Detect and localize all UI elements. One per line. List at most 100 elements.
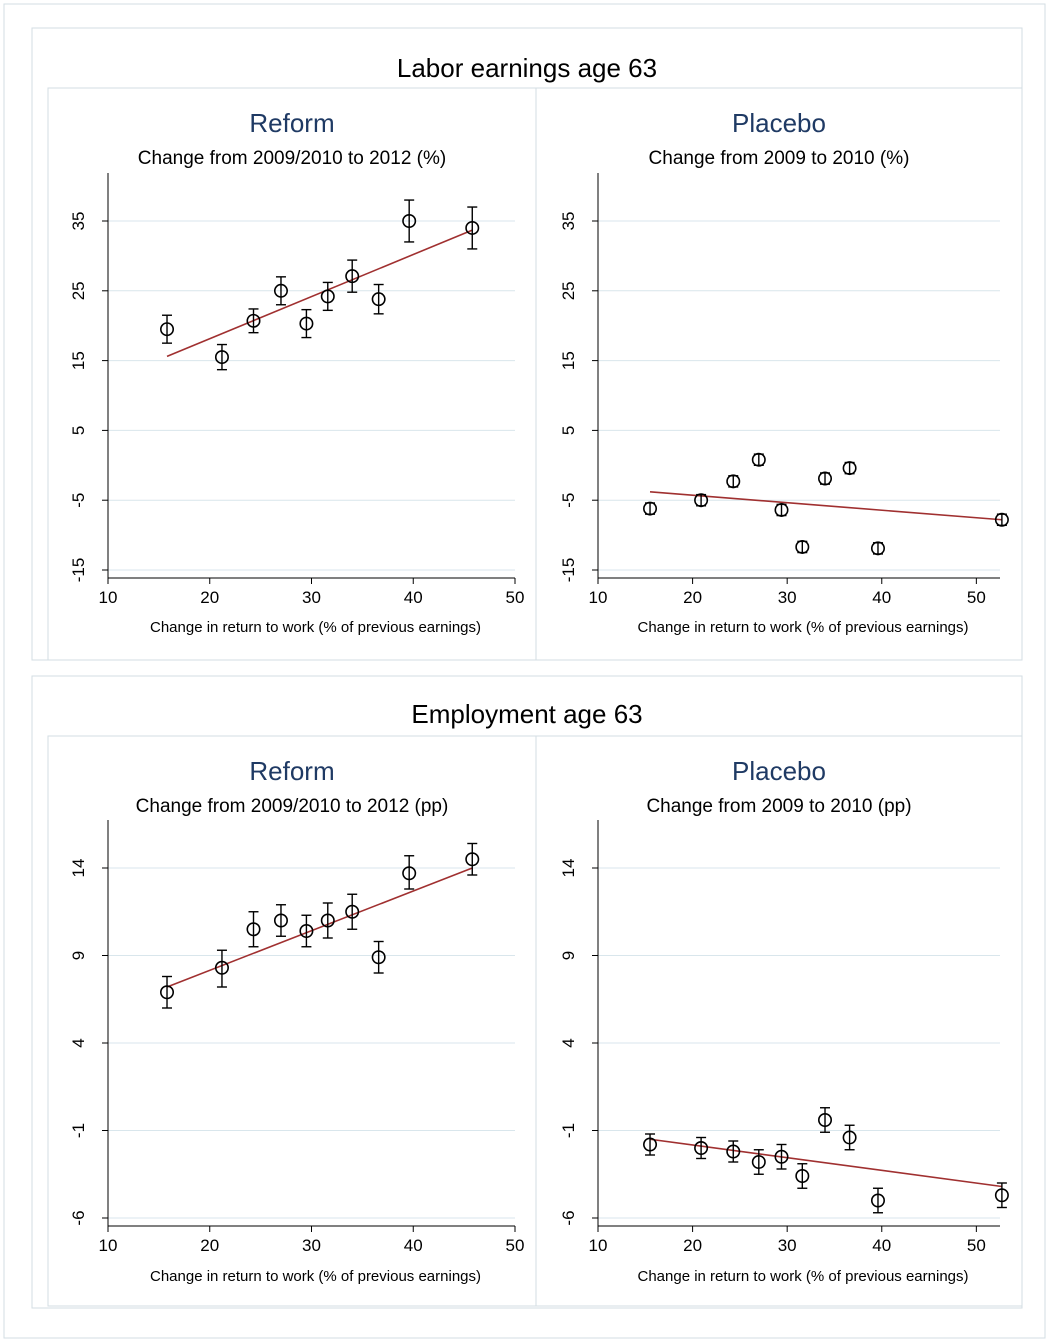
x-tick-label: 50 bbox=[967, 1236, 986, 1255]
x-tick-label: 50 bbox=[967, 588, 986, 607]
panel-title: Placebo bbox=[732, 756, 826, 786]
y-tick-label: 9 bbox=[69, 951, 88, 960]
chart-group-2: Employment age 63 Reform Change from 2009/… bbox=[31, 675, 1023, 1309]
data-point bbox=[273, 913, 288, 928]
y-tick-label: 15 bbox=[559, 351, 578, 370]
x-tick-label: 10 bbox=[99, 588, 118, 607]
group-title: Employment age 63 bbox=[411, 699, 642, 729]
x-axis-label: Change in return to work (% of previous … bbox=[638, 619, 969, 636]
x-tick-label: 40 bbox=[404, 588, 423, 607]
y-tick-label: -15 bbox=[69, 558, 88, 583]
y-tick-label: 5 bbox=[69, 426, 88, 435]
x-tick-label: 40 bbox=[872, 588, 891, 607]
data-point bbox=[160, 322, 175, 337]
y-tick-label: 4 bbox=[559, 1038, 578, 1047]
data-point bbox=[726, 474, 741, 489]
data-point bbox=[818, 471, 833, 486]
data-point bbox=[345, 904, 360, 919]
data-point bbox=[795, 1169, 810, 1184]
y-tick-label: 14 bbox=[69, 859, 88, 878]
chart-group-1: Labor earnings age 63 Reform Change from 2… bbox=[31, 27, 1023, 661]
panel-frame bbox=[535, 87, 1023, 661]
data-point bbox=[345, 269, 360, 284]
panel-subtitle: Change from 2009 to 2010 (pp) bbox=[646, 796, 911, 817]
x-tick-label: 20 bbox=[683, 1236, 702, 1255]
data-point bbox=[751, 452, 766, 467]
y-tick-label: -5 bbox=[559, 493, 578, 508]
data-point bbox=[774, 502, 789, 517]
y-tick-label: -6 bbox=[559, 1210, 578, 1225]
data-point bbox=[371, 292, 386, 307]
data-point bbox=[795, 539, 810, 554]
x-tick-label: 20 bbox=[200, 588, 219, 607]
x-tick-label: 40 bbox=[404, 1236, 423, 1255]
x-tick-label: 30 bbox=[778, 588, 797, 607]
panel-title: Reform bbox=[249, 756, 334, 786]
data-point bbox=[214, 960, 229, 975]
panel-subtitle: Change from 2009/2010 to 2012 (pp) bbox=[136, 796, 449, 817]
y-tick-label: 14 bbox=[559, 859, 578, 878]
x-axis-label: Change in return to work (% of previous … bbox=[150, 1268, 481, 1285]
data-point bbox=[726, 1144, 741, 1159]
data-point bbox=[246, 313, 261, 328]
data-point bbox=[465, 220, 480, 235]
data-point bbox=[818, 1113, 833, 1128]
data-point bbox=[320, 289, 335, 304]
panel-frame bbox=[535, 735, 1023, 1307]
data-point bbox=[994, 512, 1009, 527]
data-point bbox=[694, 493, 709, 508]
panel-subtitle: Change from 2009 to 2010 (%) bbox=[649, 148, 910, 169]
y-tick-label: 35 bbox=[559, 212, 578, 231]
panel-placebo: Placebo Change from 2009 to 2010 (%) -15 -5… bbox=[535, 87, 1023, 661]
x-tick-label: 30 bbox=[302, 588, 321, 607]
data-point bbox=[371, 950, 386, 965]
y-tick-label: -1 bbox=[69, 1123, 88, 1138]
data-point bbox=[320, 913, 335, 928]
x-tick-label: 20 bbox=[683, 588, 702, 607]
data-point bbox=[246, 922, 261, 937]
panel-frame bbox=[47, 735, 537, 1307]
group-title: Labor earnings age 63 bbox=[397, 53, 657, 83]
y-tick-label: -1 bbox=[559, 1123, 578, 1138]
data-point bbox=[994, 1188, 1009, 1203]
fit-line bbox=[649, 491, 1002, 521]
y-tick-label: 15 bbox=[69, 351, 88, 370]
data-point bbox=[870, 1193, 885, 1208]
x-tick-label: 10 bbox=[589, 588, 608, 607]
data-point bbox=[751, 1155, 766, 1170]
data-point bbox=[273, 283, 288, 298]
data-point bbox=[465, 852, 480, 867]
fit-line bbox=[166, 867, 473, 988]
y-tick-label: 5 bbox=[559, 426, 578, 435]
data-point bbox=[402, 214, 417, 229]
data-point bbox=[694, 1141, 709, 1156]
y-tick-label: 25 bbox=[559, 281, 578, 300]
data-point bbox=[643, 501, 658, 516]
x-tick-label: 30 bbox=[302, 1236, 321, 1255]
panel-reform: Reform Change from 2009/2010 to 2012 (%) -… bbox=[47, 87, 537, 661]
panel-title: Placebo bbox=[732, 108, 826, 138]
x-tick-label: 20 bbox=[200, 1236, 219, 1255]
y-tick-label: 35 bbox=[69, 212, 88, 231]
y-tick-label: 9 bbox=[559, 951, 578, 960]
data-point bbox=[214, 350, 229, 365]
panel-title: Reform bbox=[249, 108, 334, 138]
fit-line bbox=[166, 229, 473, 358]
x-tick-label: 40 bbox=[872, 1236, 891, 1255]
data-point bbox=[774, 1149, 789, 1164]
y-tick-label: -15 bbox=[559, 558, 578, 583]
panel-reform: Reform Change from 2009/2010 to 2012 (pp)… bbox=[47, 735, 537, 1307]
data-point bbox=[842, 1130, 857, 1145]
y-tick-label: 25 bbox=[69, 281, 88, 300]
data-point bbox=[402, 866, 417, 881]
data-point bbox=[299, 923, 314, 938]
x-tick-label: 10 bbox=[99, 1236, 118, 1255]
data-point bbox=[299, 316, 314, 331]
x-tick-label: 50 bbox=[506, 588, 525, 607]
x-tick-label: 10 bbox=[589, 1236, 608, 1255]
x-tick-label: 30 bbox=[778, 1236, 797, 1255]
panel-frame bbox=[47, 87, 537, 661]
fit-line bbox=[649, 1138, 1002, 1188]
data-point bbox=[870, 541, 885, 556]
panel-placebo: Placebo Change from 2009 to 2010 (pp) -6 -1… bbox=[535, 735, 1023, 1307]
